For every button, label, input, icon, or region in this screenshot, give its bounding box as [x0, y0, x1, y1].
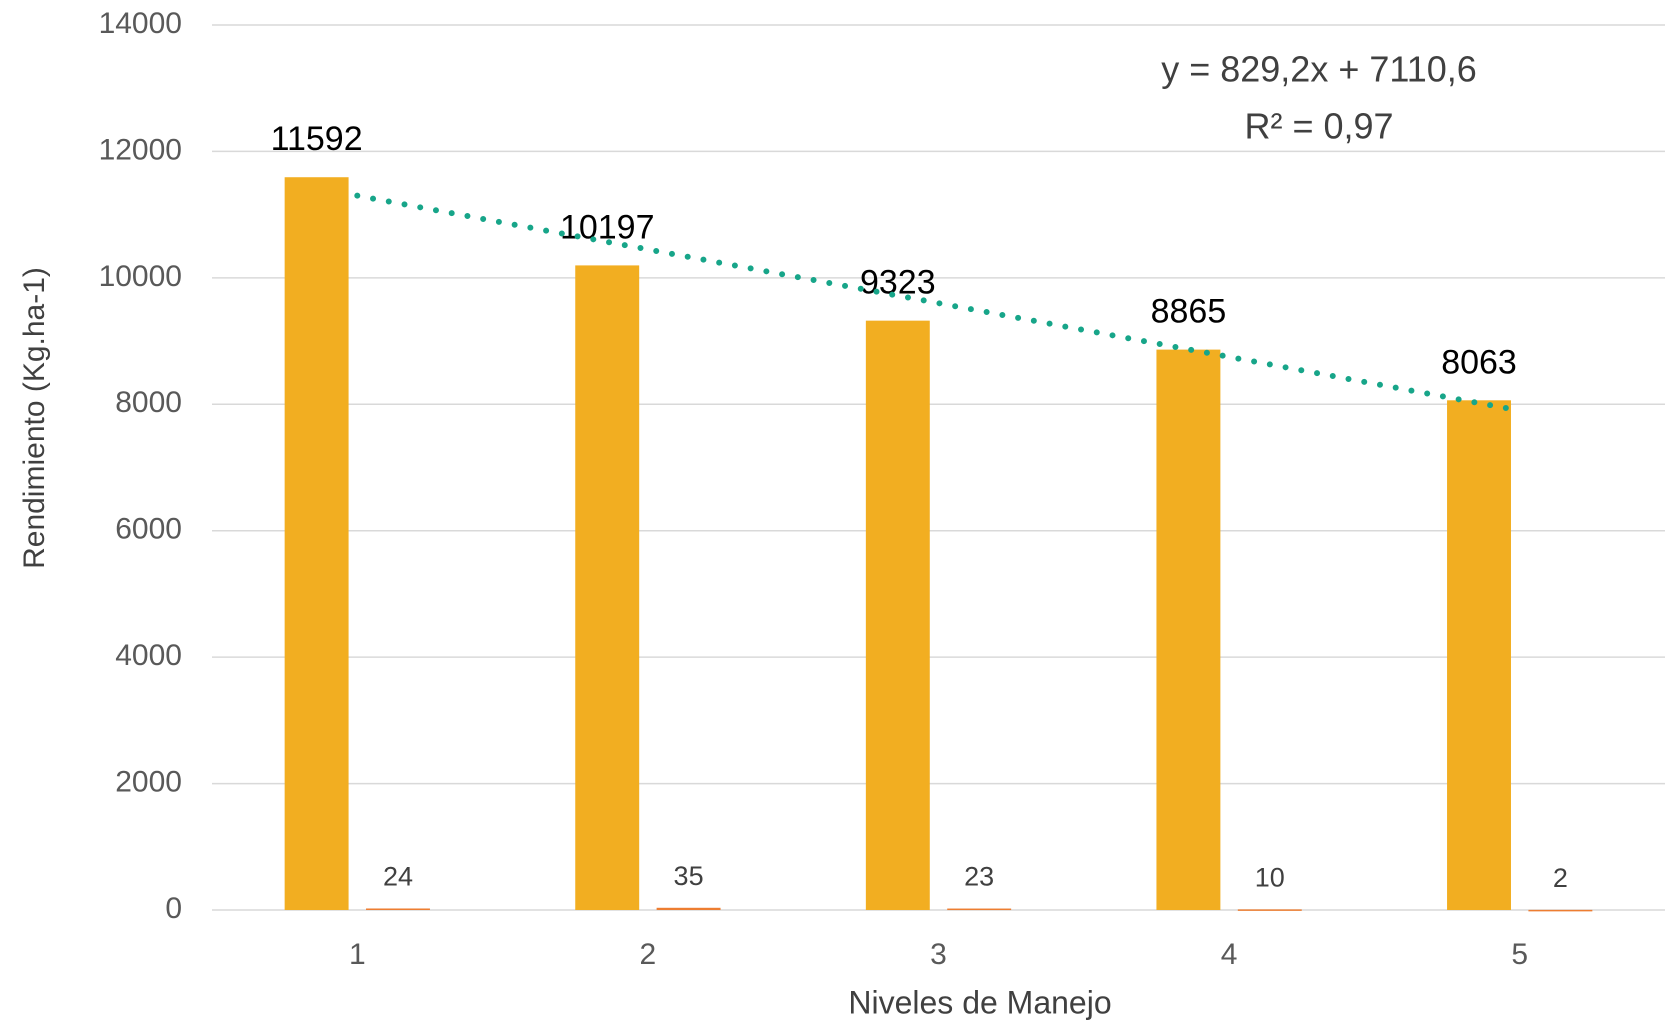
y-axis-label: Rendimiento (Kg.ha-1)	[18, 267, 51, 569]
y-tick-label: 4000	[115, 639, 182, 672]
y-tick-label: 14000	[99, 7, 182, 40]
data-label: 11592	[271, 120, 363, 158]
data-label: 9323	[860, 264, 936, 302]
bar	[1237, 909, 1302, 911]
data-label: 8865	[1151, 293, 1227, 331]
y-tick-label: 2000	[115, 765, 182, 798]
data-label: 10	[1255, 862, 1285, 892]
data-label: 23	[964, 862, 994, 892]
data-label: 24	[383, 862, 413, 892]
x-tick-label: 1	[349, 938, 366, 971]
y-tick-label: 6000	[115, 513, 182, 546]
y-tick-label: 10000	[99, 260, 182, 293]
bar	[1528, 909, 1593, 912]
trendline	[354, 192, 1523, 414]
trend-r2: R² = 0,97	[1244, 106, 1393, 147]
bar	[575, 265, 640, 910]
bar	[366, 908, 430, 910]
data-label: 8063	[1441, 343, 1517, 381]
bar	[947, 908, 1012, 911]
bar	[1156, 349, 1221, 910]
x-tick-label: 2	[640, 938, 657, 971]
bar	[865, 320, 930, 911]
trend-equation: y = 829,2x + 7110,6	[1161, 49, 1477, 90]
data-label: 35	[674, 861, 704, 891]
bar	[656, 907, 721, 910]
bar	[284, 177, 349, 911]
x-tick-label: 3	[930, 938, 947, 971]
x-tick-label: 5	[1511, 938, 1528, 971]
data-label: 2	[1553, 863, 1568, 893]
bar	[1447, 400, 1511, 910]
x-axis-label: Niveles de Manejo	[848, 984, 1111, 1020]
y-tick-label: 12000	[99, 133, 182, 166]
y-tick-label: 0	[165, 892, 182, 925]
x-tick-label: 4	[1221, 938, 1238, 971]
y-tick-label: 8000	[115, 386, 182, 419]
